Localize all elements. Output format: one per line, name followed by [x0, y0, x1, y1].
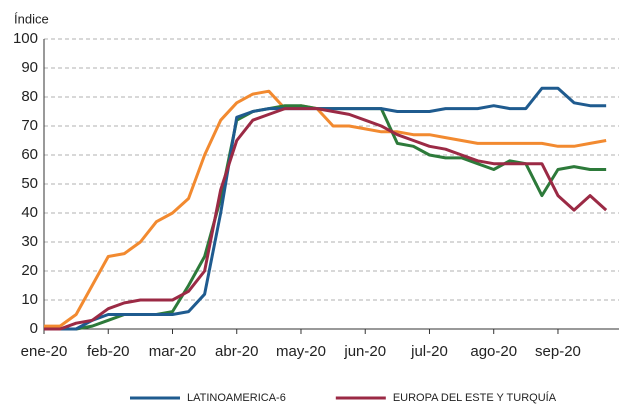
x-tick-label: sep-20	[535, 343, 581, 360]
y-tick-label: 10	[21, 291, 38, 308]
y-tick-label: 90	[21, 59, 38, 76]
y-tick-label: 40	[21, 204, 38, 221]
y-tick-label: 0	[30, 320, 38, 337]
y-tick-label: 70	[21, 117, 38, 134]
y-tick-label: 30	[21, 233, 38, 250]
x-tick-label: jun-20	[343, 343, 386, 360]
y-tick-label: 20	[21, 262, 38, 279]
x-tick-label: mar-20	[149, 343, 197, 360]
y-tick-label: 100	[13, 30, 38, 47]
series-line	[44, 107, 608, 331]
y-tick-label: 60	[21, 146, 38, 163]
series-line	[44, 104, 607, 331]
x-tick-label: abr-20	[215, 343, 258, 360]
x-tick-label: feb-20	[87, 343, 130, 360]
x-tick-label: ago-20	[470, 343, 517, 360]
x-tick-label: jul-20	[410, 343, 448, 360]
series-line	[44, 89, 607, 328]
y-axis-label: Índice	[14, 11, 49, 26]
x-tick-label: ene-20	[21, 343, 68, 360]
legend-label: LATINOAMERICA-6	[187, 392, 286, 404]
series-line	[44, 86, 607, 331]
y-tick-label: 50	[21, 175, 38, 192]
x-tick-label: may-20	[276, 343, 326, 360]
legend-label: EUROPA DEL ESTE Y TURQUÍA	[393, 391, 557, 404]
y-tick-label: 80	[21, 88, 38, 105]
